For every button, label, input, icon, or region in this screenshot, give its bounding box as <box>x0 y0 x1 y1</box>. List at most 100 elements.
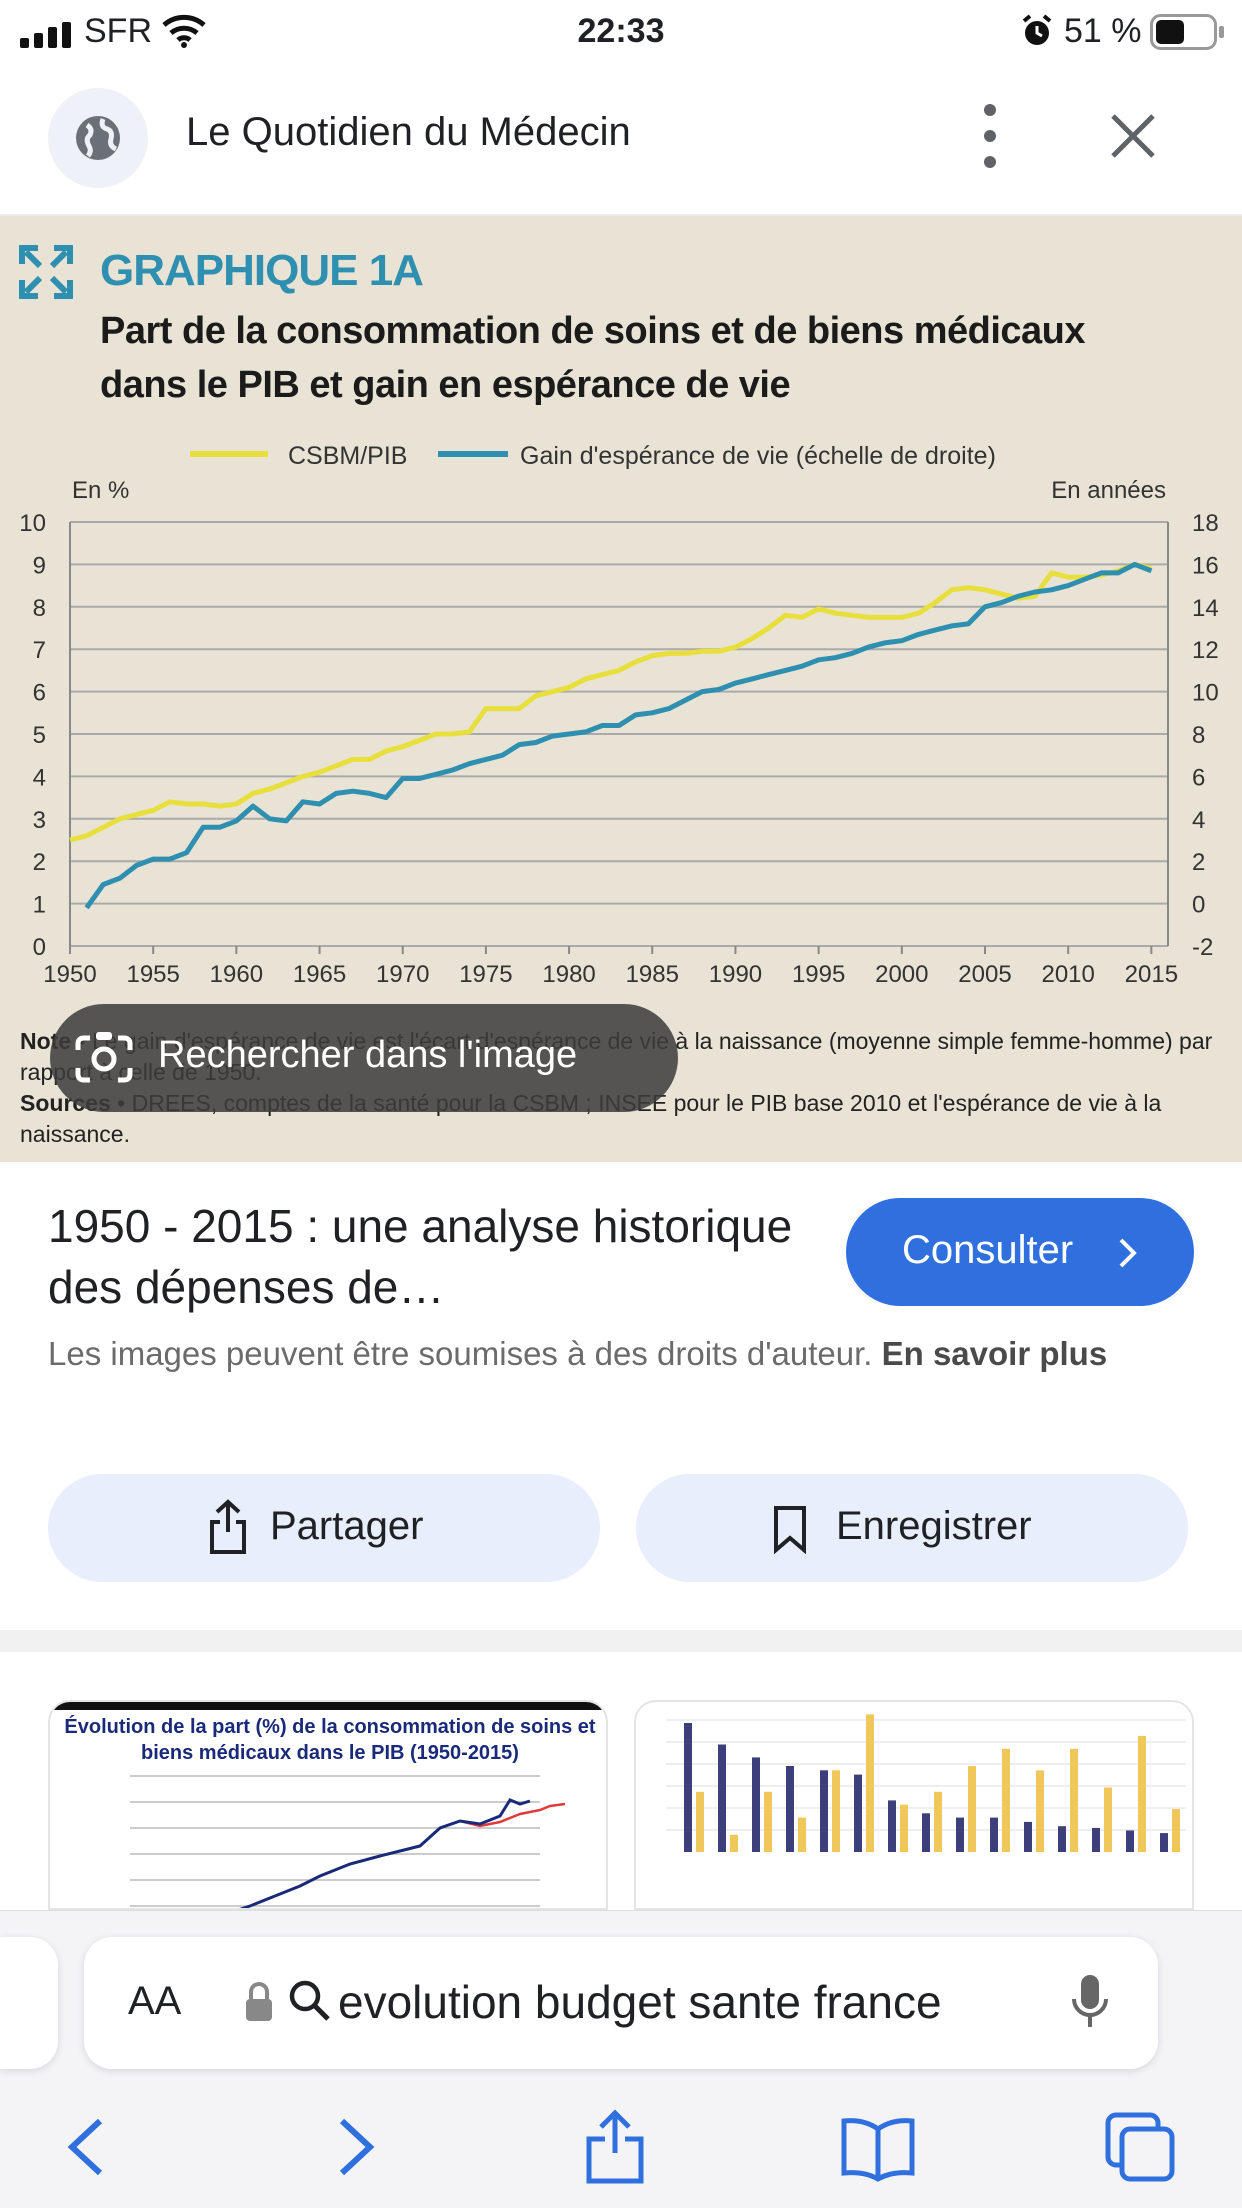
site-favicon <box>48 88 148 188</box>
x-tick-label: 1990 <box>709 961 762 986</box>
address-bar[interactable]: AA evolution budget sante france <box>84 1937 1158 2069</box>
graph-label: GRAPHIQUE 1A <box>100 246 424 295</box>
thumbnail-title: Évolution de la part (%) de la consommat… <box>64 1716 596 1764</box>
thumbnail-bar <box>900 1804 908 1852</box>
x-tick-label: 2010 <box>1041 961 1094 986</box>
x-tick-label: 1980 <box>542 961 595 986</box>
thumbnail-bar <box>1002 1748 1010 1852</box>
battery-icon <box>1150 14 1224 50</box>
forward-icon[interactable] <box>316 2107 396 2187</box>
x-tick-label: 1965 <box>293 961 346 986</box>
x-tick-label: 2005 <box>958 961 1011 986</box>
thumbnail-bar <box>922 1813 930 1852</box>
x-tick-label: 1970 <box>376 961 429 986</box>
alarm-icon <box>1022 14 1052 45</box>
y-right-tick-label: 8 <box>1192 722 1205 749</box>
more-vert-icon[interactable] <box>965 94 1015 178</box>
learn-more-link[interactable]: En savoir plus <box>881 1335 1108 1372</box>
y-right-tick-label: 14 <box>1192 595 1219 622</box>
y-left-tick-label: 10 <box>19 510 46 537</box>
thumbnail-line-chart <box>130 1775 566 1908</box>
thumbnail-bar <box>832 1770 840 1852</box>
thumbnail-bar <box>786 1766 794 1852</box>
expand-icon[interactable] <box>18 244 74 300</box>
battery-percent: 51 % <box>1064 12 1142 50</box>
search-in-image-button[interactable]: Rechercher dans l'image <box>50 1004 678 1112</box>
series-line-gain <box>84 561 1153 910</box>
previous-tab[interactable] <box>0 1937 58 2069</box>
thumbnail-bar <box>696 1791 704 1852</box>
preview-image[interactable]: GRAPHIQUE 1A Part de la consommation de … <box>0 216 1242 1162</box>
x-tick-label: 1950 <box>43 961 96 986</box>
thumbnail-bar <box>1024 1821 1032 1852</box>
thumbnail-bar <box>934 1791 942 1852</box>
thumbnail-bar <box>1138 1735 1146 1852</box>
search-in-image-label: Rechercher dans l'image <box>158 1034 578 1076</box>
tabs-icon[interactable] <box>1100 2107 1180 2187</box>
thumbnail-bar <box>730 1834 738 1852</box>
thumbnail-bar <box>684 1723 692 1852</box>
copyright-text: Les images peuvent être soumises à des d… <box>48 1335 873 1372</box>
thumbnail-bar <box>1036 1770 1044 1852</box>
y-left-tick-label: 1 <box>33 892 46 919</box>
share-page-icon[interactable] <box>575 2107 655 2187</box>
x-tick-label: 2015 <box>1125 961 1178 986</box>
browser-toolbar: AA evolution budget sante france <box>0 1910 1242 2208</box>
back-icon[interactable] <box>46 2107 126 2187</box>
y-right-tick-label: 18 <box>1192 510 1219 537</box>
thumbnail-bar <box>752 1757 760 1852</box>
thumbnail-bar-chart <box>666 1714 1186 1852</box>
wifi-icon <box>162 14 206 48</box>
page-header: Le Quotidien du Médecin <box>0 66 1242 216</box>
lock-icon <box>246 1982 272 2021</box>
y-left-tick-label: 7 <box>33 637 46 664</box>
thumbnail-bar <box>1070 1748 1078 1852</box>
status-bar: SFR 22:33 51 % <box>0 0 1242 66</box>
carrier-name: SFR <box>84 12 152 50</box>
copyright-notice: Les images peuvent être soumises à des d… <box>48 1330 1198 1378</box>
x-tick-label: 1955 <box>126 961 179 986</box>
site-name: Le Quotidien du Médecin <box>186 110 631 154</box>
y-right-tick-label: 16 <box>1192 552 1219 579</box>
search-query[interactable]: evolution budget sante france <box>338 1976 942 2028</box>
legend-label-gain: Gain d'espérance de vie (échelle de droi… <box>520 442 996 470</box>
save-label: Enregistrer <box>836 1504 1032 1548</box>
close-icon[interactable] <box>1105 102 1161 170</box>
thumbnail-bar <box>990 1817 998 1852</box>
x-tick-label: 1985 <box>626 961 679 986</box>
y-left-tick-label: 4 <box>33 764 46 791</box>
thumbnail-bar <box>1092 1827 1100 1852</box>
related-image-thumbnail[interactable]: Évolution de la part (%) de la consommat… <box>48 1700 608 1910</box>
thumbnail-bar <box>820 1770 828 1852</box>
thumbnail-bar <box>1058 1826 1066 1852</box>
bookmark-icon <box>774 1506 806 1554</box>
thumbnail-bar <box>968 1766 976 1852</box>
text-size-button[interactable]: AA <box>128 1979 182 2023</box>
bookmarks-icon[interactable] <box>838 2107 918 2187</box>
thumbnail-bar <box>1104 1787 1112 1852</box>
y-left-tick-label: 5 <box>33 722 46 749</box>
section-divider <box>0 1630 1242 1652</box>
consult-button[interactable]: Consulter <box>846 1198 1194 1306</box>
related-image-thumbnail[interactable] <box>634 1700 1194 1910</box>
y-right-tick-label: 10 <box>1192 680 1219 707</box>
search-icon <box>289 1980 330 2021</box>
consult-label: Consulter <box>902 1228 1074 1272</box>
chevron-right-icon <box>1119 1238 1137 1268</box>
y-left-tick-label: 8 <box>33 595 46 622</box>
y-left-tick-label: 0 <box>33 934 46 961</box>
y-right-tick-label: 12 <box>1192 637 1219 664</box>
x-tick-label: 1995 <box>792 961 845 986</box>
series-line-csbm <box>69 561 1153 843</box>
y-right-axis-label: En années <box>1051 477 1166 504</box>
line-chart: CSBM/PIB Gain d'espérance de vie (échelle… <box>19 442 1219 986</box>
save-button[interactable]: Enregistrer <box>636 1474 1188 1582</box>
thumbnail-bar <box>1126 1830 1134 1852</box>
thumbnail-bar <box>718 1744 726 1852</box>
share-button[interactable]: Partager <box>48 1474 600 1582</box>
thumbnail-bar <box>888 1800 896 1852</box>
result-title[interactable]: 1950 - 2015 : une analyse historique des… <box>48 1200 793 1313</box>
microphone-icon[interactable] <box>1070 1973 1110 2033</box>
y-left-tick-label: 2 <box>33 849 46 876</box>
cellular-signal-icon <box>20 22 71 48</box>
